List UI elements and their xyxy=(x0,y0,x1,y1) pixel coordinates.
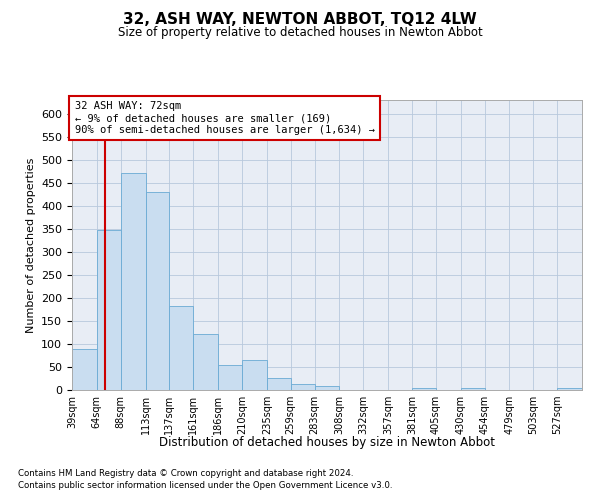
Bar xyxy=(242,360,267,390)
Bar xyxy=(291,384,314,390)
Text: Distribution of detached houses by size in Newton Abbot: Distribution of detached houses by size … xyxy=(159,436,495,449)
Bar xyxy=(72,350,97,390)
Bar xyxy=(97,230,121,390)
Bar xyxy=(121,173,146,390)
Bar xyxy=(193,334,218,390)
Bar xyxy=(461,388,485,390)
Text: Contains public sector information licensed under the Open Government Licence v3: Contains public sector information licen… xyxy=(18,481,392,490)
Bar xyxy=(169,306,193,390)
Bar xyxy=(314,386,340,390)
Bar xyxy=(218,364,242,390)
Bar xyxy=(557,388,582,390)
Text: 32, ASH WAY, NEWTON ABBOT, TQ12 4LW: 32, ASH WAY, NEWTON ABBOT, TQ12 4LW xyxy=(123,12,477,28)
Bar xyxy=(146,192,169,390)
Text: Size of property relative to detached houses in Newton Abbot: Size of property relative to detached ho… xyxy=(118,26,482,39)
Bar xyxy=(267,378,291,390)
Text: 32 ASH WAY: 72sqm
← 9% of detached houses are smaller (169)
90% of semi-detached: 32 ASH WAY: 72sqm ← 9% of detached house… xyxy=(74,102,374,134)
Text: Contains HM Land Registry data © Crown copyright and database right 2024.: Contains HM Land Registry data © Crown c… xyxy=(18,468,353,477)
Y-axis label: Number of detached properties: Number of detached properties xyxy=(26,158,35,332)
Bar xyxy=(412,388,436,390)
